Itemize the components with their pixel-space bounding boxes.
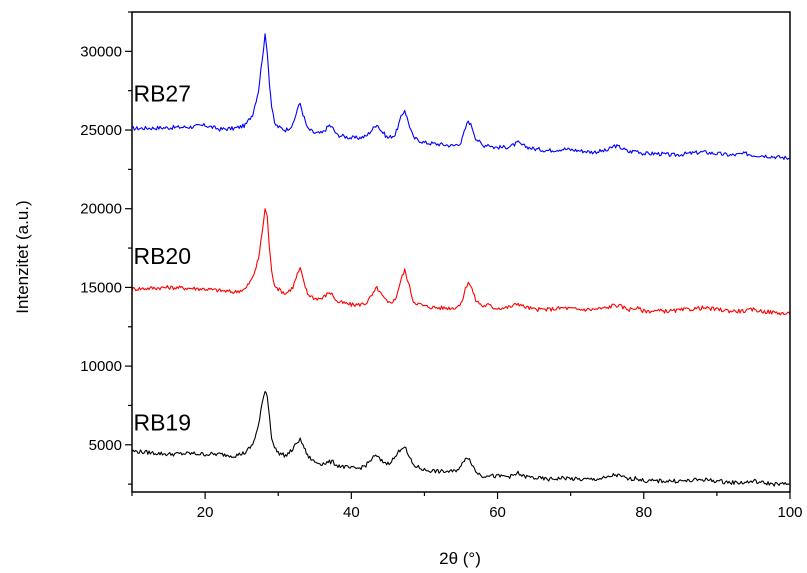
x-tick-label: 60	[489, 504, 506, 521]
x-tick-label: 80	[635, 504, 652, 521]
y-tick-label: 10000	[80, 358, 122, 375]
y-axis-title: Intenzitet (a.u.)	[13, 200, 32, 313]
y-tick-label: 30000	[80, 43, 122, 60]
y-tick-label: 5000	[89, 437, 122, 454]
y-tick-label: 15000	[80, 279, 122, 296]
plot-frame	[131, 11, 791, 493]
label-layer: 20 40 60 80 100 5000 10000 15000 20000 25000 30000…	[80, 43, 802, 521]
y-tick-label: 25000	[80, 122, 122, 139]
series-line-rb19	[131, 390, 791, 487]
series-line-rb20	[131, 208, 791, 316]
x-tick-label: 40	[343, 504, 360, 521]
series-line-rb27	[131, 33, 791, 160]
x-tick-label: 100	[777, 504, 802, 521]
series-label-rb19: RB19	[133, 410, 191, 436]
axis-layer	[125, 11, 791, 499]
y-tick-label: 20000	[80, 201, 122, 218]
x-tick-label: 20	[197, 504, 214, 521]
series-label-rb20: RB20	[133, 243, 191, 269]
series-layer	[131, 33, 791, 487]
series-label-rb27: RB27	[133, 81, 191, 107]
x-axis-title: 2θ (°)	[439, 549, 481, 568]
